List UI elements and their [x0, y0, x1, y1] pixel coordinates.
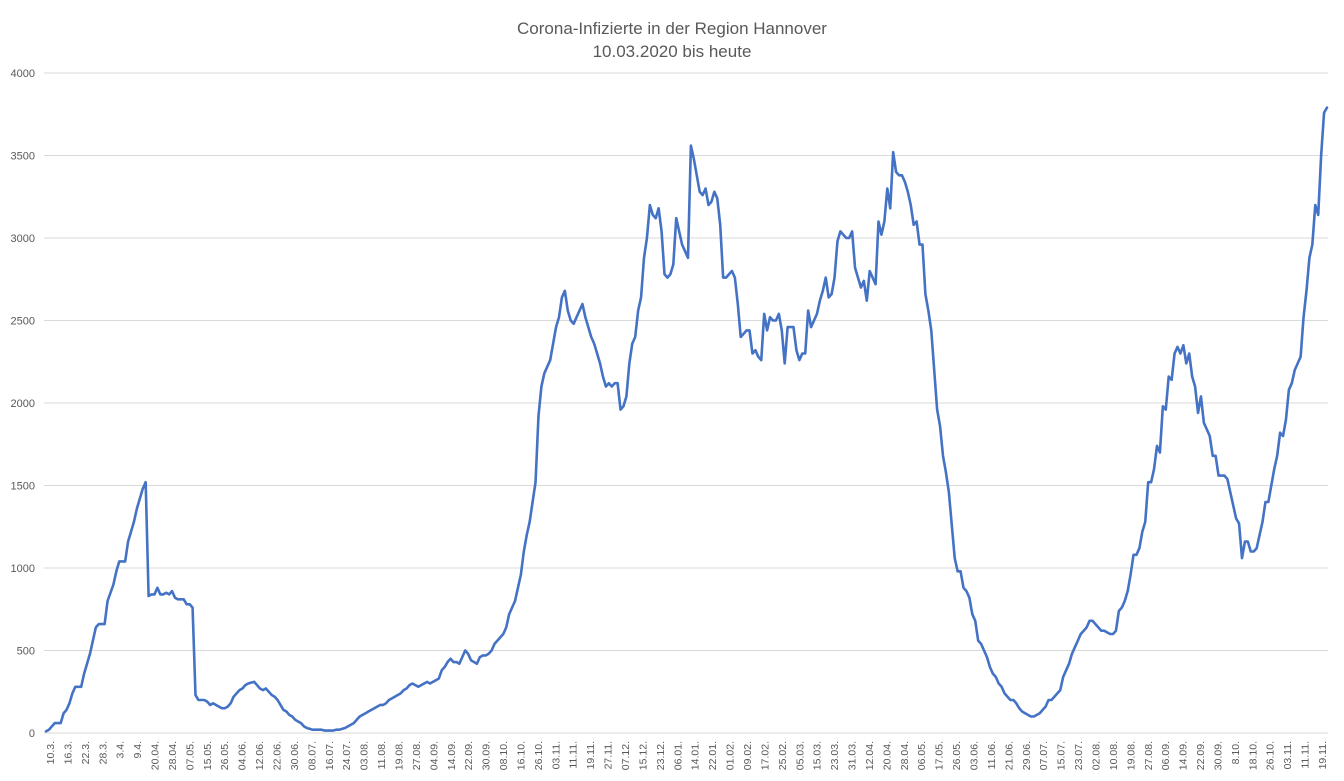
x-tick-label: 09.02. — [742, 741, 754, 770]
x-tick-label: 24.07. — [341, 741, 353, 770]
x-tick-label: 14.01. — [690, 741, 702, 770]
x-tick-label: 14.09. — [1178, 741, 1190, 770]
y-tick-label: 3000 — [11, 233, 35, 245]
x-tick-label: 26.10. — [533, 741, 545, 770]
x-tick-label: 16.07. — [324, 741, 336, 770]
x-tick-label: 22.3. — [80, 741, 92, 764]
x-tick-label: 03.11. — [1282, 741, 1294, 769]
x-tick-label: 20.04. — [150, 741, 162, 770]
x-tick-label: 17.05. — [934, 741, 946, 770]
x-tick-label: 29.06. — [1021, 741, 1033, 770]
x-tick-label: 9.4. — [132, 741, 144, 759]
x-tick-label: 06.09. — [1160, 741, 1172, 770]
x-tick-label: 28.04. — [899, 741, 911, 770]
y-tick-label: 1000 — [11, 563, 35, 575]
y-tick-label: 1500 — [11, 481, 35, 493]
x-tick-label: 04.09. — [428, 741, 440, 770]
x-tick-label: 03.06. — [969, 741, 981, 770]
x-tick-label: 15.03. — [812, 741, 824, 770]
x-tick-label: 27.11. — [603, 741, 615, 769]
x-tick-label: 22.09. — [463, 741, 475, 770]
y-tick-label: 0 — [29, 728, 35, 740]
x-tick-label: 07.07. — [1038, 741, 1050, 770]
x-tick-label: 8.10. — [1230, 741, 1242, 764]
x-tick-label: 21.06. — [1003, 741, 1015, 770]
x-tick-label: 07.12. — [620, 741, 632, 770]
x-tick-label: 08.10. — [498, 741, 510, 770]
y-tick-label: 2500 — [11, 316, 35, 328]
x-tick-label: 19.08. — [393, 741, 405, 770]
x-tick-label: 27.08. — [411, 741, 423, 770]
x-tick-label: 12.04. — [864, 741, 876, 770]
chart-subtitle: 10.03.2020 bis heute — [592, 42, 752, 61]
x-tick-label: 01.02. — [725, 741, 737, 770]
x-tick-label: 26.05. — [219, 741, 231, 770]
y-tick-label: 4000 — [11, 68, 35, 80]
x-tick-label: 06.01. — [672, 741, 684, 770]
x-tick-label: 25.02. — [777, 741, 789, 770]
x-tick-label: 14.09. — [446, 741, 458, 770]
x-tick-label: 30.09. — [481, 741, 493, 770]
y-tick-label: 500 — [17, 646, 35, 658]
x-tick-label: 17.02. — [759, 741, 771, 770]
x-tick-label: 03.11. — [550, 741, 562, 769]
x-tick-label: 11.08. — [376, 741, 388, 769]
x-tick-label: 19.08. — [1125, 741, 1137, 770]
x-tick-label: 26.05. — [951, 741, 963, 770]
x-tick-label: 10.3. — [45, 741, 57, 764]
x-tick-label: 22.09. — [1195, 741, 1207, 770]
x-tick-label: 08.07. — [306, 741, 318, 770]
x-tick-label: 10.08. — [1108, 741, 1120, 770]
x-tick-label: 03.08. — [359, 741, 371, 770]
x-tick-label: 20.04. — [881, 741, 893, 770]
x-tick-label: 15.05. — [202, 741, 214, 770]
x-tick-label: 11.11. — [568, 741, 580, 769]
x-tick-label: 19.11. — [585, 741, 597, 769]
x-tick-label: 19.11. — [1317, 741, 1329, 769]
x-tick-label: 16.3. — [62, 741, 74, 764]
x-tick-label: 04.06. — [237, 741, 249, 770]
x-tick-label: 05.03. — [794, 741, 806, 770]
series-line — [44, 106, 1329, 733]
x-tick-label: 02.08. — [1090, 741, 1102, 770]
y-tick-label: 2000 — [11, 398, 35, 410]
x-tick-label: 11.11. — [1300, 741, 1312, 769]
x-tick-label: 30.09. — [1212, 741, 1224, 770]
x-tick-label: 23.12. — [655, 741, 667, 770]
x-tick-label: 30.06. — [289, 741, 301, 770]
x-tick-label: 26.10. — [1265, 741, 1277, 770]
x-tick-label: 3.4. — [115, 741, 127, 759]
x-tick-label: 22.01. — [707, 741, 719, 770]
chart-title: Corona-Infizierte in der Region Hannover — [517, 19, 827, 38]
x-tick-label: 11.06. — [986, 741, 998, 769]
x-tick-label: 15.12. — [637, 741, 649, 770]
x-tick-label: 15.07. — [1056, 741, 1068, 770]
x-tick-label: 23.07. — [1073, 741, 1085, 770]
x-tick-label: 23.03. — [829, 741, 841, 770]
x-tick-label: 28.04. — [167, 741, 179, 770]
x-tick-label: 07.05. — [184, 741, 196, 770]
x-tick-label: 22.06. — [272, 741, 284, 770]
x-tick-label: 28.3. — [97, 741, 109, 764]
x-tick-label: 12.06. — [254, 741, 266, 770]
x-tick-label: 18.10. — [1247, 741, 1259, 770]
x-tick-label: 06.05. — [916, 741, 928, 770]
x-tick-label: 27.08. — [1143, 741, 1155, 770]
x-tick-label: 16.10. — [515, 741, 527, 770]
x-tick-label: 31.03. — [847, 741, 859, 770]
y-tick-label: 3500 — [11, 151, 35, 163]
